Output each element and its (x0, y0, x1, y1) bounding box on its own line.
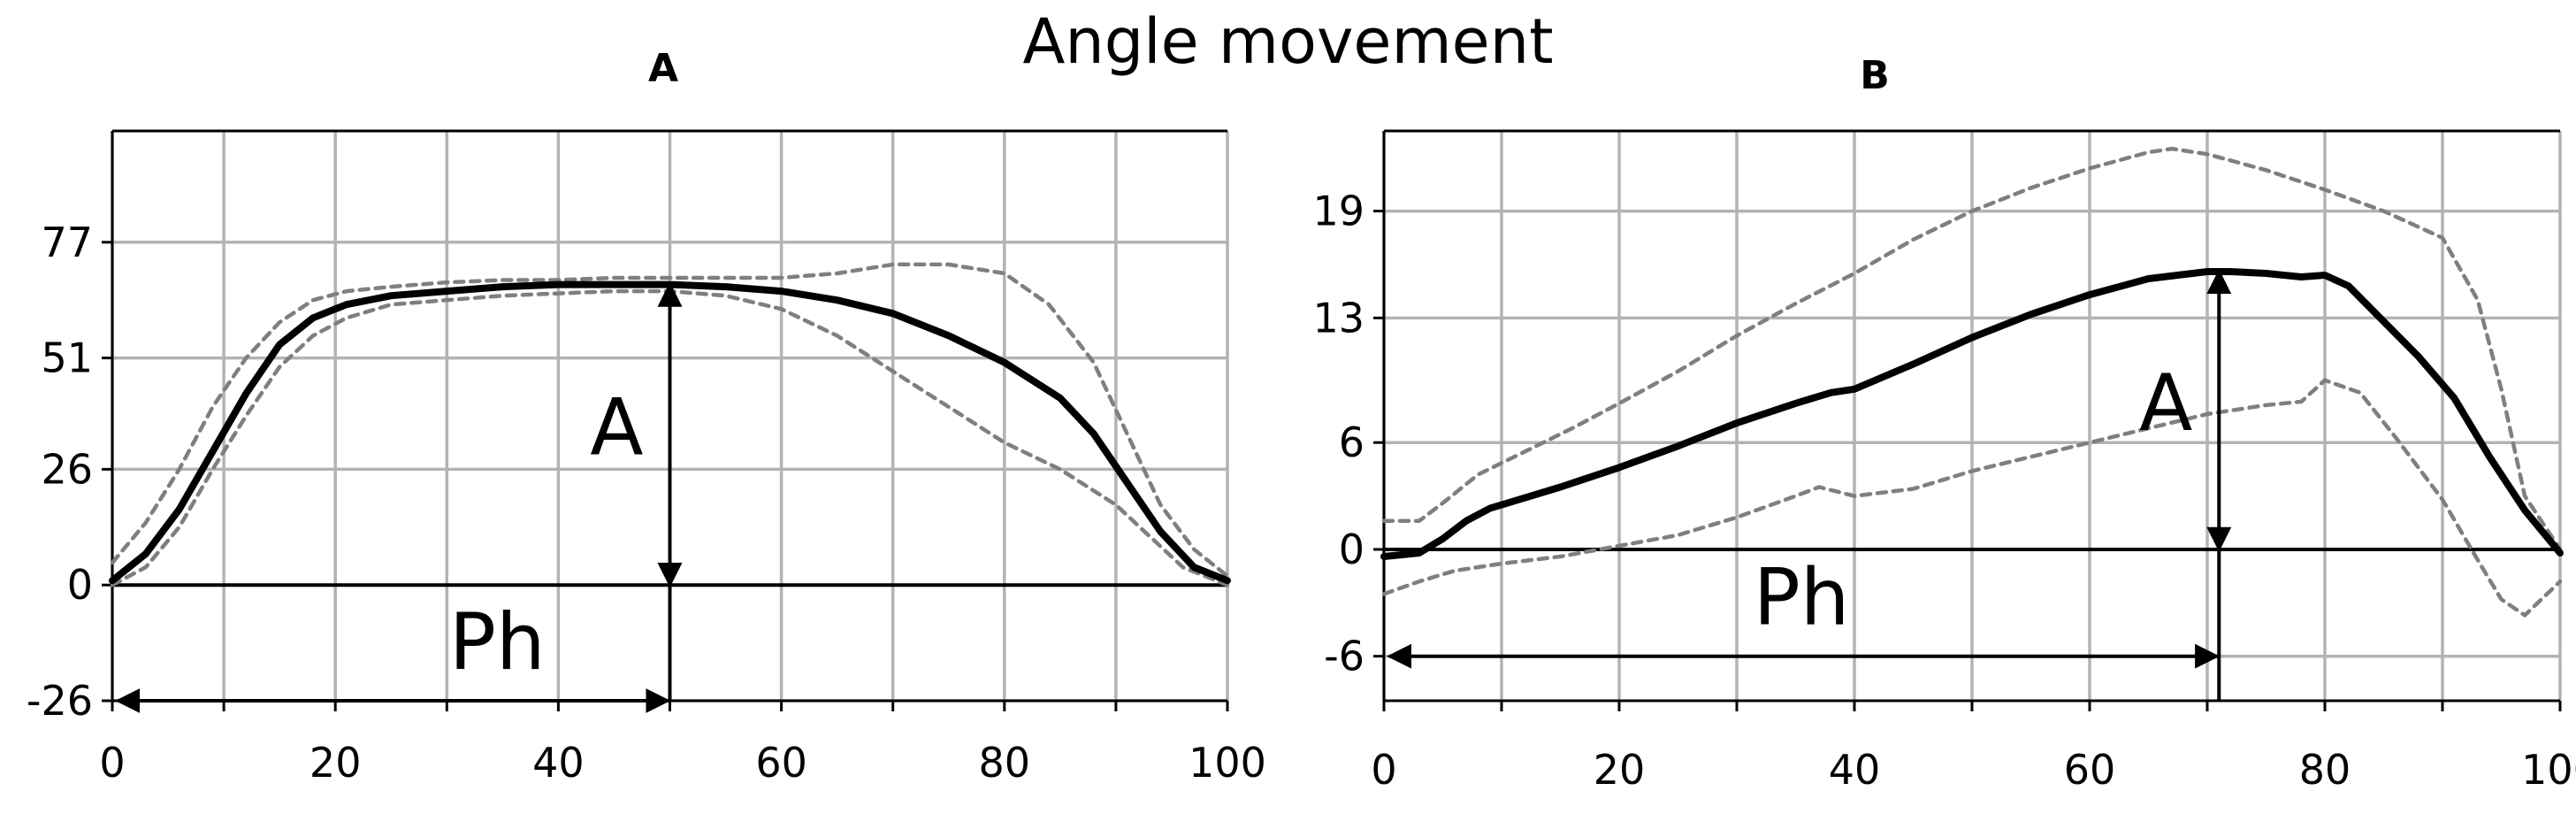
panel-b-x-tick-label: 20 (1594, 746, 1646, 794)
panel-a-x-tick-label: 0 (99, 739, 125, 787)
panel-a-y-tick-label: 26 (41, 445, 93, 493)
panel-b-y-tick-label: 0 (1339, 526, 1364, 573)
panel-a-y-tick-label: 77 (41, 219, 93, 266)
panel-b: 0 20 40 60 80 100 -6 0 6 13 19 B A Ph (1312, 53, 2576, 794)
chart-title: Angle movement (1022, 5, 1554, 78)
panel-b-y-tick-label: 6 (1339, 418, 1364, 466)
panel-b-series-bound-2 (1381, 378, 2563, 618)
panel-a-x-tick-label: 20 (310, 739, 362, 787)
panel-b-amplitude-label: A (2139, 357, 2192, 449)
panel-b-x-tick-label: 60 (2064, 746, 2116, 794)
panel-a-series-bound-2 (110, 288, 1230, 587)
panel-b-y-tick-label: 13 (1312, 294, 1364, 342)
panel-a-label: A (648, 46, 678, 91)
panel-a-x-tick-label: 100 (1189, 739, 1266, 787)
panel-b-x-tick-label: 80 (2299, 746, 2351, 794)
panel-a-phase-label: Ph (449, 596, 546, 687)
panel-a-amplitude-label: A (590, 381, 643, 472)
panel-a-x-tick-label: 40 (532, 739, 585, 787)
panel-b-x-tick-label: 40 (1829, 746, 1881, 794)
panel-a-y-tick-label: -26 (27, 677, 93, 725)
panel-b-series-mean (1380, 268, 2564, 560)
panel-b-y-tick-label: 19 (1312, 188, 1364, 235)
panel-a-series-bound-1 (110, 262, 1230, 579)
panel-b-y-tick-label: -6 (1324, 633, 1364, 680)
panel-a-x-tick-label: 60 (755, 739, 807, 787)
panel-b-phase-label: Ph (1754, 552, 1850, 643)
panel-b-x-tick-label: 100 (2521, 746, 2576, 794)
panel-b-x-tick-label: 0 (1371, 746, 1396, 794)
panel-a-y-tick-label: 51 (41, 334, 93, 382)
panel-a-series-mean (109, 280, 1231, 585)
panel-b-series-bound-1 (1381, 146, 2563, 552)
panel-a-y-tick-label: 0 (67, 561, 93, 609)
panel-a-x-tick-label: 80 (979, 739, 1031, 787)
panel-b-label: B (1860, 53, 1890, 98)
